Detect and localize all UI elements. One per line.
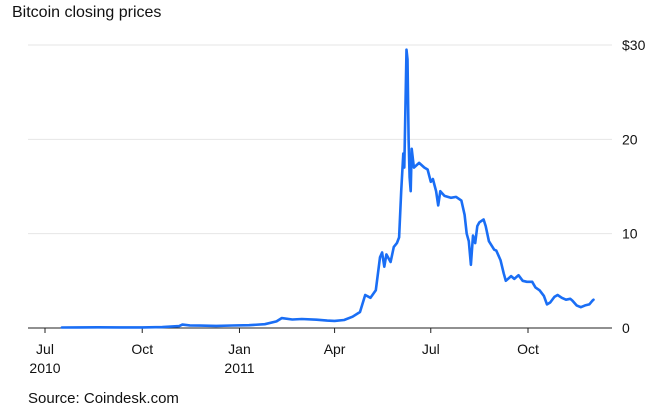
grid-lines	[28, 44, 612, 235]
x-axis-labels: Jul 2010 Oct Jan 2011 Apr Jul Oct	[29, 328, 539, 376]
chart-source: Source: Coindesk.com	[28, 390, 179, 407]
y-axis: 0 10 20 $30	[622, 37, 646, 336]
x-tick-label: Jul	[422, 341, 440, 357]
x-tick-year-label: 2011	[224, 360, 254, 376]
y-tick-label: 20	[622, 131, 638, 147]
y-tick-label: 10	[622, 226, 638, 242]
x-tick-label: Oct	[517, 341, 539, 357]
series-layer	[60, 48, 595, 329]
series-line-0	[60, 48, 595, 329]
y-tick-label: $30	[622, 37, 646, 53]
x-tick-label: Oct	[131, 341, 153, 357]
x-tick-label: Jul	[36, 341, 54, 357]
x-tick-label: Jan	[228, 341, 251, 357]
chart-title: Bitcoin closing prices	[12, 4, 162, 21]
x-tick-year-label: 2010	[29, 360, 60, 376]
y-tick-label: 0	[622, 320, 630, 336]
x-tick-label: Apr	[324, 341, 346, 357]
